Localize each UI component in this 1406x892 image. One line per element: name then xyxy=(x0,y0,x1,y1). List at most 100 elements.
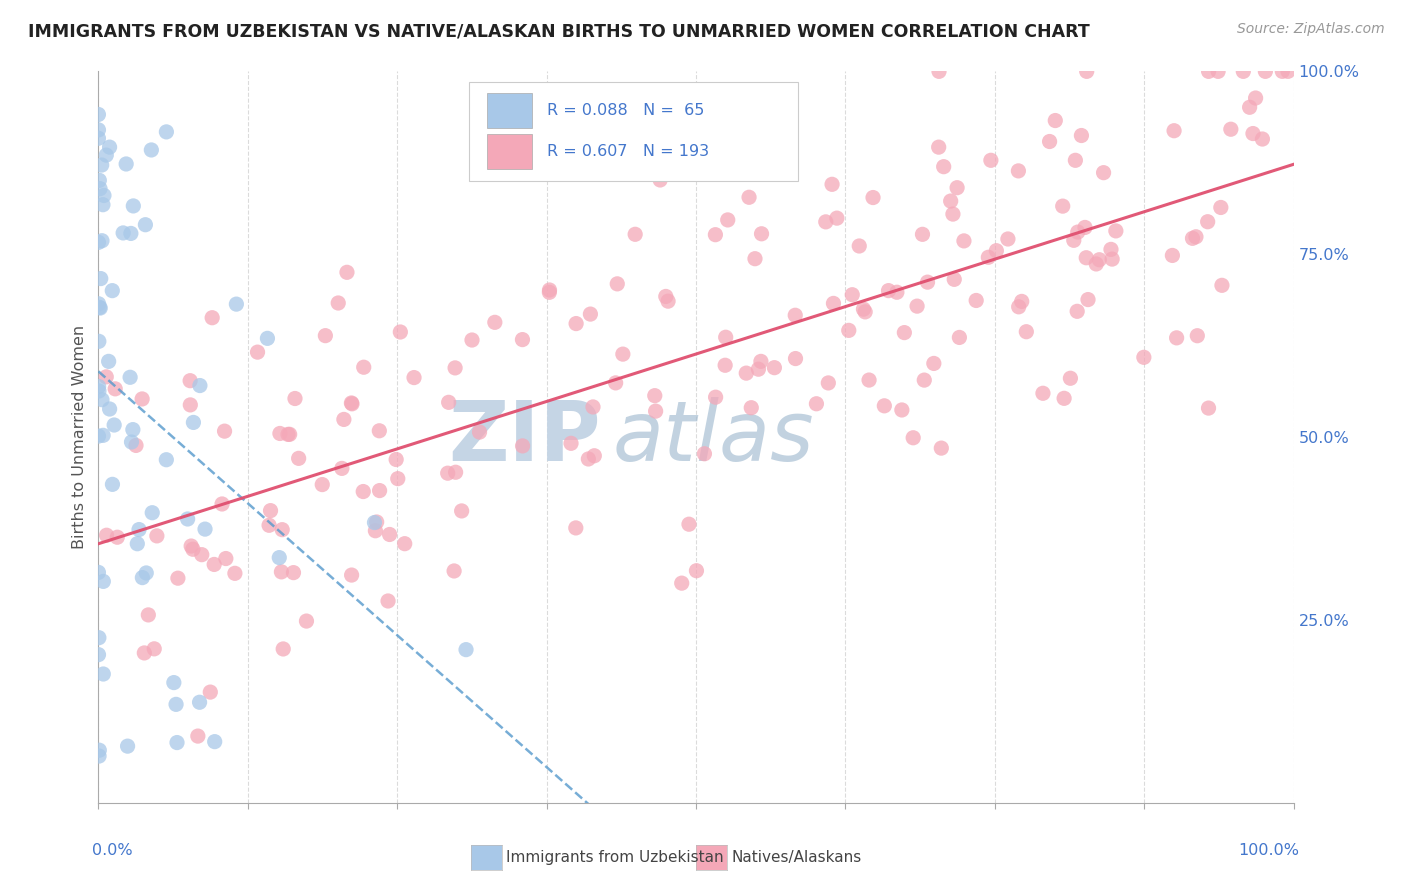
Point xyxy=(91,234,114,248)
Point xyxy=(333,412,356,426)
Point xyxy=(91,428,114,442)
Point xyxy=(214,424,236,438)
Point xyxy=(98,140,121,154)
Point xyxy=(1209,201,1232,215)
Text: 100.0%: 100.0% xyxy=(1239,843,1299,858)
Point xyxy=(704,390,727,404)
Point xyxy=(946,180,969,194)
Point xyxy=(1161,248,1184,262)
Point xyxy=(877,284,900,298)
Point xyxy=(1198,401,1220,415)
Point xyxy=(1251,132,1274,146)
Point xyxy=(997,232,1019,246)
Point xyxy=(402,370,425,384)
Point xyxy=(87,235,110,250)
Point xyxy=(576,452,599,467)
Point xyxy=(176,512,198,526)
Point xyxy=(1271,64,1294,78)
Point xyxy=(657,294,679,309)
Point xyxy=(194,522,217,536)
Point xyxy=(122,423,145,437)
Point xyxy=(283,566,305,580)
Point xyxy=(1076,64,1098,78)
Point xyxy=(257,518,280,533)
Point xyxy=(538,285,561,300)
Point xyxy=(202,558,225,572)
Point xyxy=(823,296,845,310)
Point xyxy=(377,594,399,608)
Point xyxy=(120,370,142,384)
Point xyxy=(141,506,163,520)
Point xyxy=(1206,64,1229,78)
Point xyxy=(1066,304,1088,318)
Point xyxy=(436,466,458,480)
Point xyxy=(112,226,135,240)
Point xyxy=(188,695,211,709)
Point xyxy=(624,227,647,242)
Point xyxy=(644,404,666,418)
Point xyxy=(1063,233,1085,247)
Point xyxy=(1067,225,1090,239)
Point xyxy=(269,426,291,441)
Point xyxy=(751,227,773,241)
Point xyxy=(141,143,163,157)
Point xyxy=(1077,293,1099,307)
Point xyxy=(1088,252,1111,267)
Point xyxy=(269,550,291,565)
Point xyxy=(87,566,110,580)
Point xyxy=(749,354,772,368)
Point xyxy=(87,631,110,645)
Point xyxy=(912,373,935,387)
Point xyxy=(287,451,309,466)
Point xyxy=(714,358,737,372)
Point xyxy=(136,607,159,622)
Point xyxy=(1277,64,1299,78)
Point xyxy=(1074,220,1097,235)
Point xyxy=(295,614,318,628)
Point xyxy=(90,158,112,172)
Point xyxy=(928,64,950,78)
FancyBboxPatch shape xyxy=(486,134,533,169)
Point xyxy=(352,484,374,499)
Point xyxy=(1101,252,1123,266)
Point xyxy=(340,568,363,582)
Point xyxy=(314,328,336,343)
Point xyxy=(1052,199,1074,213)
Point xyxy=(612,347,634,361)
Point xyxy=(1211,278,1233,293)
Text: IMMIGRANTS FROM UZBEKISTAN VS NATIVE/ALASKAN BIRTHS TO UNMARRIED WOMEN CORRELATI: IMMIGRANTS FROM UZBEKISTAN VS NATIVE/ALA… xyxy=(28,22,1090,40)
Point xyxy=(735,366,758,380)
Point xyxy=(1181,231,1204,245)
Point xyxy=(943,272,966,286)
Point xyxy=(740,401,762,415)
Point xyxy=(155,125,177,139)
Point xyxy=(744,252,766,266)
Point xyxy=(103,417,125,432)
Point xyxy=(905,299,928,313)
Point xyxy=(128,523,150,537)
Point xyxy=(115,157,138,171)
Point xyxy=(1085,257,1108,271)
Point xyxy=(93,188,115,202)
Point xyxy=(1254,64,1277,78)
Point xyxy=(948,330,970,344)
Point xyxy=(565,317,588,331)
Text: Immigrants from Uzbekistan: Immigrants from Uzbekistan xyxy=(506,850,724,864)
Point xyxy=(188,378,211,392)
Point xyxy=(890,403,912,417)
Point xyxy=(932,160,955,174)
Point xyxy=(806,397,828,411)
Point xyxy=(179,374,201,388)
FancyBboxPatch shape xyxy=(486,93,533,128)
Point xyxy=(89,301,111,315)
Y-axis label: Births to Unmarried Women: Births to Unmarried Women xyxy=(72,325,87,549)
Point xyxy=(200,685,222,699)
Point xyxy=(484,315,506,329)
Point xyxy=(461,333,484,347)
Point xyxy=(179,398,201,412)
Point xyxy=(277,427,299,442)
Point xyxy=(717,213,740,227)
Point xyxy=(91,667,114,681)
Point xyxy=(929,441,952,455)
Point xyxy=(1185,229,1208,244)
